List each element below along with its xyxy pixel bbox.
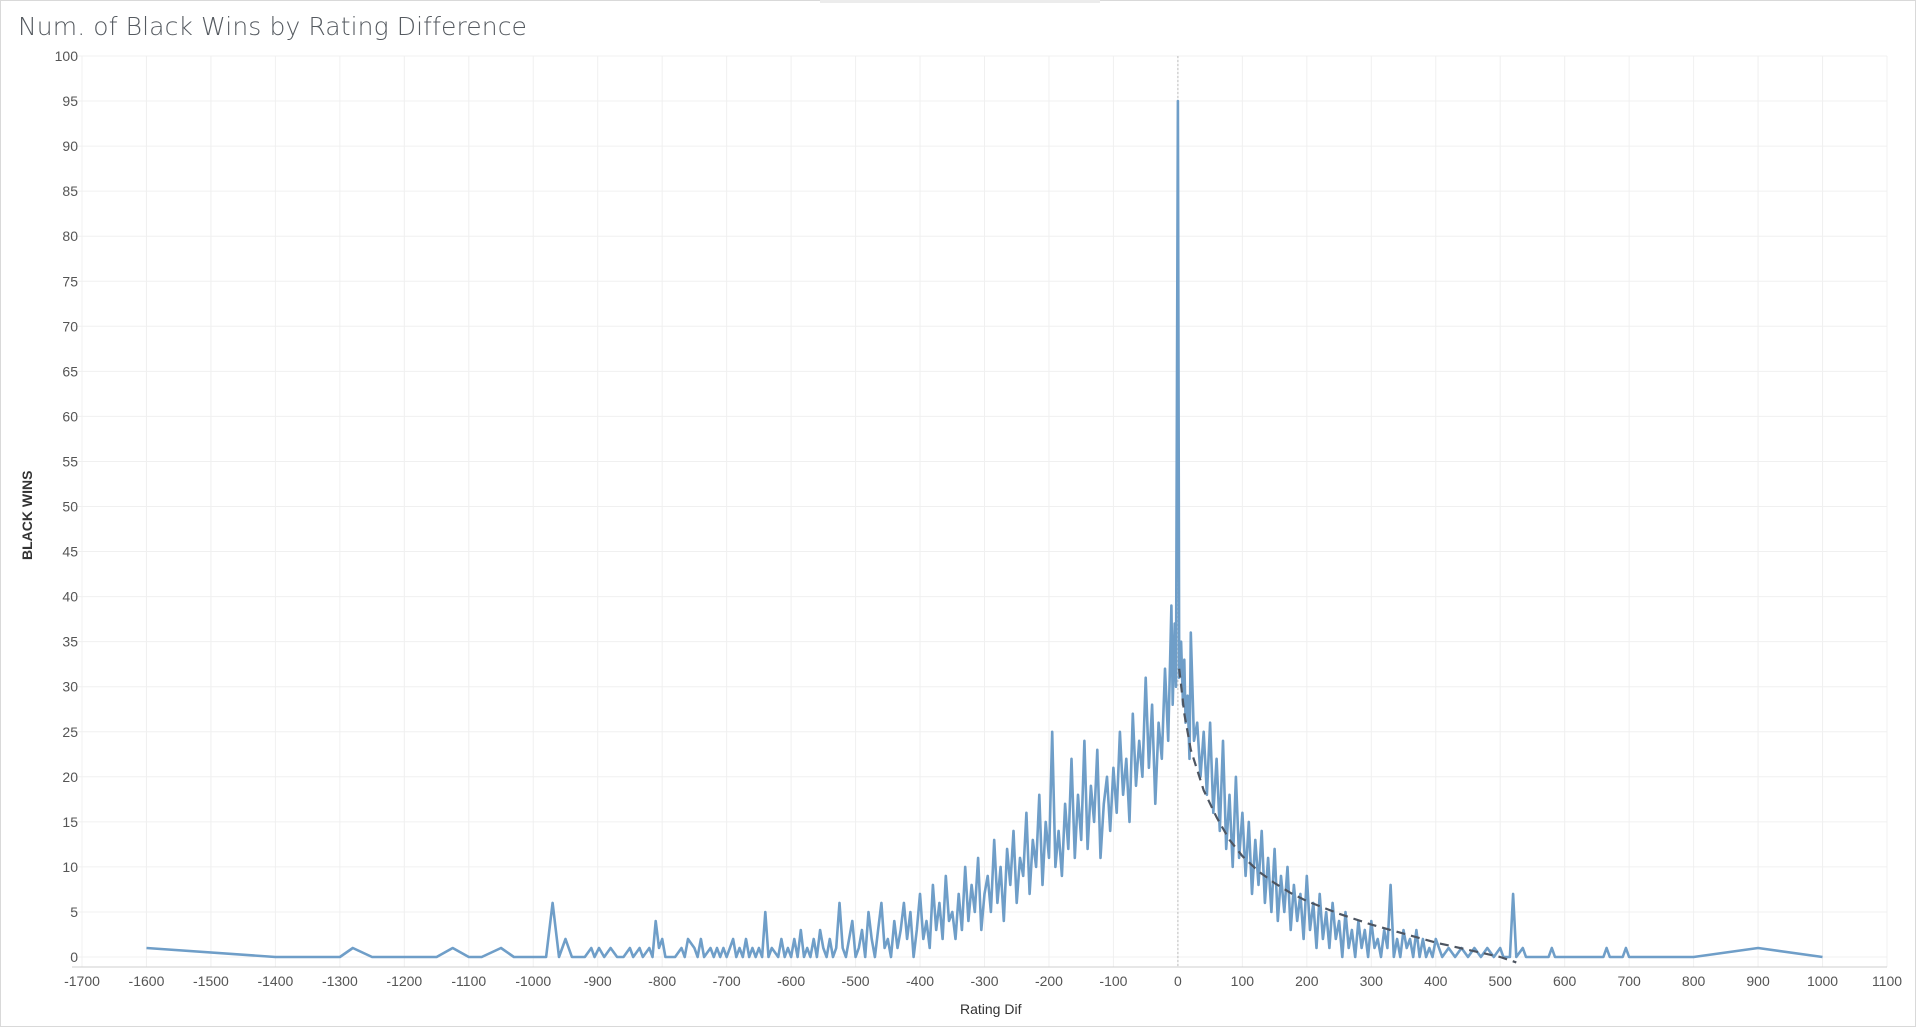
x-tick-label: -500 [842,973,870,989]
x-tick-label: 0 [1174,973,1182,989]
x-axis-label: Rating Dif [960,1001,1022,1017]
y-tick-label: 0 [70,949,78,965]
x-tick-label: -300 [970,973,998,989]
y-tick-label: 55 [62,453,78,469]
x-tick-label: -1100 [451,973,486,989]
y-tick-label: 5 [70,904,78,920]
x-tick-label: -200 [1035,973,1063,989]
x-tick-label: -900 [584,973,612,989]
y-tick-label: 60 [62,408,78,424]
x-tick-label: 100 [1231,973,1255,989]
y-tick-label: 80 [62,228,78,244]
x-tick-label: 700 [1617,973,1641,989]
tick-labels: -1700 -1600 -1500 -1400 -1300 -1200 -1100 -1000… [55,48,1903,989]
y-tick-label: 35 [62,634,78,650]
x-tick-label: 500 [1489,973,1513,989]
x-tick-label: 1100 [1872,973,1902,989]
x-tick-label: 900 [1746,973,1770,989]
x-tick-label: -1000 [515,973,551,989]
y-tick-label: 70 [62,318,78,334]
x-tick-label: -1300 [322,973,358,989]
x-tick-label: 600 [1553,973,1577,989]
x-tick-label: -600 [777,973,805,989]
x-tick-label: 400 [1424,973,1448,989]
y-tick-label: 90 [62,138,78,154]
axes [72,56,1887,968]
x-tick-label: 300 [1360,973,1384,989]
series-line [146,99,1823,959]
chart-title: Num. of Black Wins by Rating Difference [18,12,528,41]
y-tick-label: 40 [62,589,78,605]
x-tick-label: -1700 [64,973,100,989]
y-tick-label: 100 [55,48,79,64]
y-tick-label: 45 [62,544,78,560]
y-tick-label: 75 [62,273,78,289]
x-tick-label: -1400 [257,973,293,989]
x-tick-label: -400 [906,973,934,989]
x-tick-label: -100 [1099,973,1127,989]
grid-lines [72,55,1888,967]
top-scroll-indicator [820,0,1100,3]
x-tick-label: -1500 [193,973,229,989]
x-tick-label: -1600 [129,973,165,989]
x-tick-label: -1200 [386,973,422,989]
x-tick-label: -800 [648,973,676,989]
y-tick-label: 85 [62,183,78,199]
y-tick-label: 25 [62,724,78,740]
x-tick-label: 200 [1295,973,1319,989]
y-tick-label: 65 [62,363,78,379]
x-tick-label: 1000 [1807,973,1838,989]
x-tick-label: -700 [713,973,741,989]
x-tick-label: 800 [1682,973,1706,989]
y-tick-label: 20 [62,769,78,785]
y-tick-label: 10 [62,859,78,875]
y-tick-label: 95 [62,93,78,109]
y-tick-label: 30 [62,679,78,695]
trend-line [1178,668,1517,964]
y-tick-label: 15 [62,814,78,830]
series-layer [146,99,1823,964]
y-tick-label: 50 [62,499,78,515]
